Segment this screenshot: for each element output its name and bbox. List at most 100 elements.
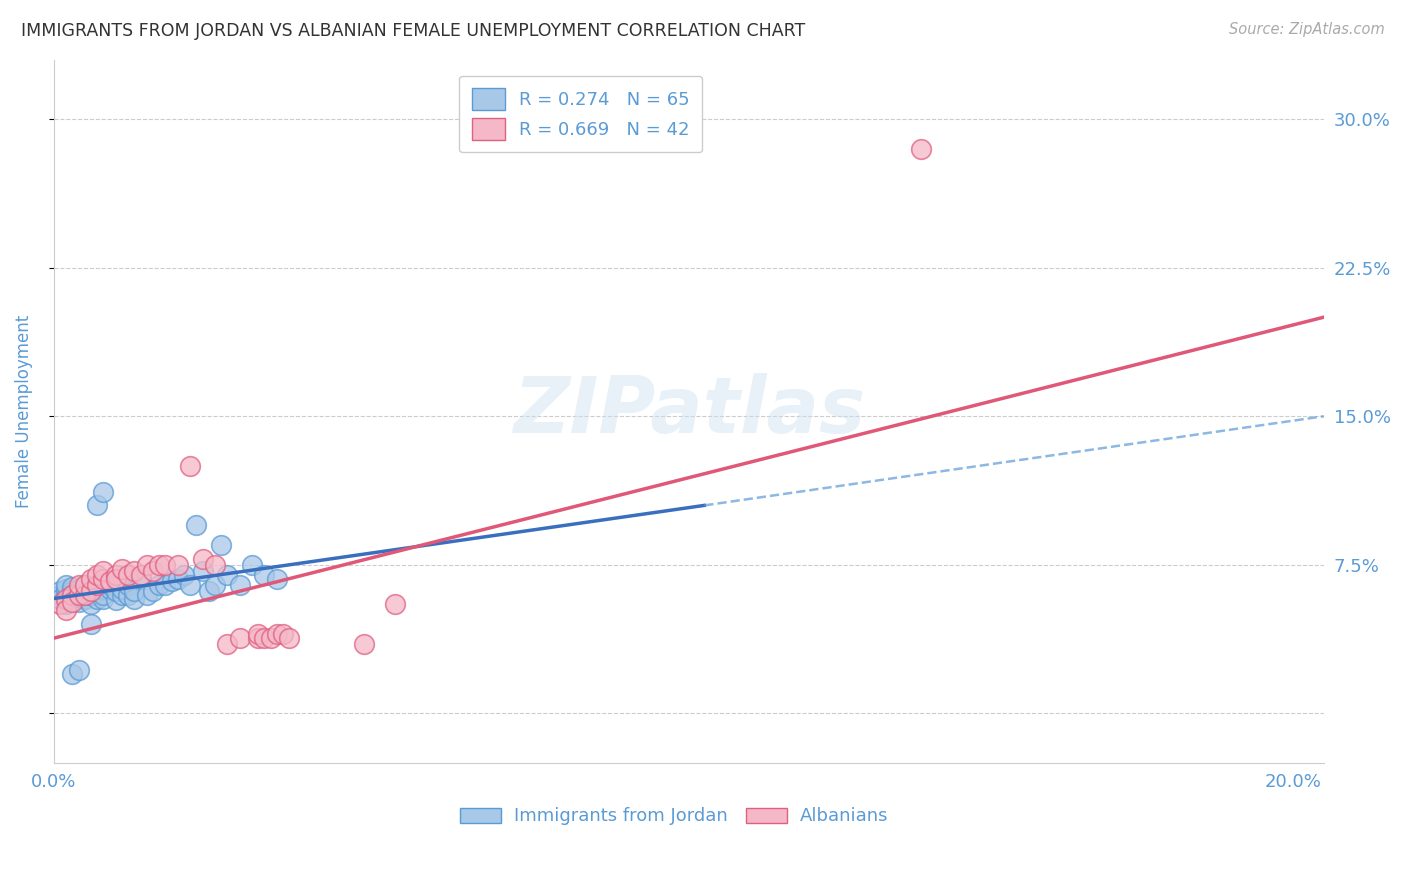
Point <box>204 558 226 572</box>
Point <box>260 631 283 645</box>
Point <box>135 588 157 602</box>
Point <box>73 583 96 598</box>
Point <box>86 583 108 598</box>
Point <box>124 583 146 598</box>
Point <box>67 663 90 677</box>
Point <box>155 577 177 591</box>
Point <box>240 558 263 572</box>
Text: ZIPatlas: ZIPatlas <box>513 373 865 450</box>
Point <box>86 591 108 606</box>
Point <box>93 572 115 586</box>
Point <box>124 591 146 606</box>
Point <box>49 598 72 612</box>
Point <box>62 591 84 606</box>
Text: Immigrants from Jordan: Immigrants from Jordan <box>513 806 727 825</box>
Point <box>148 577 170 591</box>
Point <box>93 588 115 602</box>
Point <box>93 591 115 606</box>
Point <box>148 558 170 572</box>
Point <box>104 593 127 607</box>
Point <box>67 582 90 596</box>
Point <box>86 577 108 591</box>
Point <box>228 577 250 591</box>
Point <box>73 591 96 606</box>
Point <box>179 577 201 591</box>
Point <box>384 598 406 612</box>
Point <box>49 588 72 602</box>
Point <box>62 580 84 594</box>
Point <box>142 564 165 578</box>
Point <box>179 458 201 473</box>
Point <box>197 583 219 598</box>
Point <box>247 627 270 641</box>
Point <box>55 603 77 617</box>
Point <box>73 577 96 591</box>
Point <box>117 577 139 591</box>
Point <box>111 582 134 596</box>
Point <box>104 567 127 582</box>
Point <box>117 588 139 602</box>
Point <box>62 595 84 609</box>
Point <box>86 499 108 513</box>
Point <box>247 631 270 645</box>
Point <box>111 562 134 576</box>
Point <box>67 588 90 602</box>
Point <box>62 588 84 602</box>
Point <box>104 572 127 586</box>
Point <box>217 567 239 582</box>
Point <box>155 558 177 572</box>
Point <box>173 567 195 582</box>
Point <box>98 577 121 591</box>
Point <box>49 583 72 598</box>
Point <box>186 518 208 533</box>
Point <box>93 484 115 499</box>
Point <box>209 538 232 552</box>
Point <box>80 588 103 602</box>
Point <box>217 637 239 651</box>
Point <box>191 552 214 566</box>
Point <box>93 582 115 596</box>
Point <box>117 567 139 582</box>
Point <box>166 558 188 572</box>
Point <box>98 574 121 588</box>
Point <box>62 583 84 598</box>
Point <box>86 577 108 591</box>
Point <box>80 583 103 598</box>
Point <box>67 590 90 604</box>
FancyBboxPatch shape <box>460 808 501 823</box>
Point <box>204 577 226 591</box>
Text: Source: ZipAtlas.com: Source: ZipAtlas.com <box>1229 22 1385 37</box>
Point <box>55 591 77 606</box>
Y-axis label: Female Unemployment: Female Unemployment <box>15 315 32 508</box>
Point <box>266 572 288 586</box>
FancyBboxPatch shape <box>747 808 787 823</box>
Point <box>86 567 108 582</box>
Point <box>73 588 96 602</box>
Point <box>55 598 77 612</box>
Point <box>80 588 103 602</box>
Point <box>55 588 77 602</box>
Point <box>191 564 214 578</box>
Point <box>67 588 90 602</box>
Point <box>253 631 276 645</box>
Point <box>111 588 134 602</box>
Point <box>80 582 103 596</box>
Point <box>353 637 375 651</box>
Point <box>62 593 84 607</box>
Point <box>104 583 127 598</box>
Point <box>271 627 294 641</box>
Point <box>55 577 77 591</box>
Point <box>98 582 121 596</box>
Point <box>49 591 72 606</box>
Point <box>80 572 103 586</box>
Point <box>62 588 84 602</box>
Point <box>142 583 165 598</box>
Point <box>80 598 103 612</box>
Point <box>910 142 932 156</box>
Point <box>124 564 146 578</box>
Legend: R = 0.274   N = 65, R = 0.669   N = 42: R = 0.274 N = 65, R = 0.669 N = 42 <box>460 76 703 153</box>
Text: IMMIGRANTS FROM JORDAN VS ALBANIAN FEMALE UNEMPLOYMENT CORRELATION CHART: IMMIGRANTS FROM JORDAN VS ALBANIAN FEMAL… <box>21 22 806 40</box>
Point <box>160 574 183 588</box>
Point <box>62 666 84 681</box>
Point <box>73 588 96 602</box>
